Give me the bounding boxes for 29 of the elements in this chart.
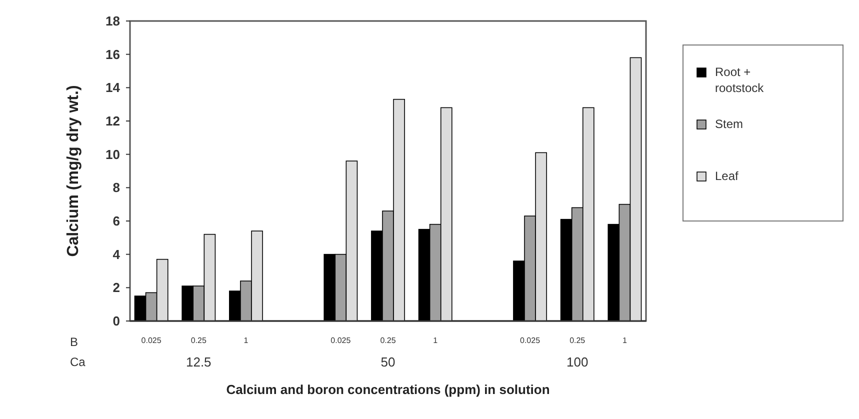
x-tick-label: 0.25	[380, 336, 396, 345]
x-tick-label: 0.25	[190, 336, 207, 345]
x-tick-label: 0.025	[141, 336, 162, 345]
text: 100	[566, 354, 588, 370]
y-tick-label: 6	[112, 214, 120, 229]
y-tick-label: 14	[106, 80, 121, 96]
x-tick-label: 1	[244, 336, 249, 345]
y-tick-label: 2	[112, 280, 120, 296]
x-tick-label: 0.25	[570, 336, 586, 345]
x-axis-title: Calcium and boron concentrations (ppm) in solution	[226, 382, 550, 397]
y-tick-label: 18	[106, 14, 120, 29]
x-tick-label: 0.025	[330, 336, 352, 345]
y-axis-title: Calcium (mg/g dry wt.)	[65, 85, 82, 257]
y-tick-label: 4	[112, 246, 121, 262]
y-tick-label: 12	[106, 114, 120, 129]
y-tick-label: 0	[112, 314, 120, 329]
y-tick-label: 16	[106, 46, 120, 62]
y-tick-label: 8	[112, 180, 120, 196]
legend-label: Stem	[715, 117, 744, 132]
y-tick-label: 10	[106, 146, 120, 162]
x-tick-label: 1	[433, 336, 438, 345]
text: B	[70, 335, 78, 350]
legend-label: Root + rootstock	[715, 65, 765, 96]
x-tick-label: 0.025	[520, 336, 541, 345]
text: Ca	[70, 355, 86, 370]
text: 12.5	[186, 354, 212, 370]
x-tick-label: 1	[622, 336, 628, 345]
legend-label: Leaf	[715, 169, 740, 184]
text: 50	[380, 354, 396, 370]
